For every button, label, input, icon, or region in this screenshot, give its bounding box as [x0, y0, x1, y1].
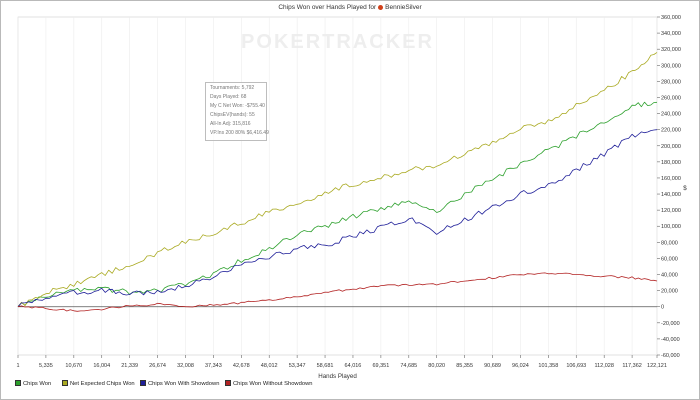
x-tick-label: 42,678 [233, 363, 250, 369]
y-tick-label: 320,000 [661, 47, 681, 53]
legend-swatch-without-showdown [225, 380, 231, 386]
y-tick-label: 340,000 [661, 31, 681, 37]
x-tick-label: 10,670 [65, 363, 82, 369]
y-tick-label: 200,000 [661, 144, 681, 150]
legend-item-net-expected[interactable]: Net Expected Chips Won [62, 380, 135, 389]
x-tick-label: 53,347 [289, 363, 306, 369]
y-tick-label: 80,000 [661, 240, 678, 246]
y-tick-label: 260,000 [661, 95, 681, 101]
legend-swatch-with-showdown [140, 380, 146, 386]
y-tick-label: 60,000 [661, 256, 678, 262]
x-tick-label: 85,355 [456, 363, 473, 369]
y-tick-label: 160,000 [661, 176, 681, 182]
y-tick-label: 0 [661, 305, 664, 311]
y-tick-label: 280,000 [661, 79, 681, 85]
player-site-icon [378, 5, 384, 10]
x-tick-label: 112,028 [594, 363, 613, 369]
chart-title-player: BennieSilver [385, 4, 422, 11]
stats-tournaments: Tournaments: 5,792 [210, 85, 255, 91]
stats-allin-adj: All-In Adj: 315,816 [210, 121, 251, 127]
y-tick-label: 40,000 [661, 273, 678, 279]
chart-title-text: Chips Won over Hands Played for [278, 4, 377, 11]
x-tick-label: 106,693 [566, 363, 586, 369]
watermark-logo: POKERTRACKER [241, 31, 434, 53]
x-tick-label: 37,343 [205, 363, 222, 369]
y-tick-label: 180,000 [661, 160, 681, 166]
x-tick-label: 26,674 [149, 363, 166, 369]
x-tick-label: 32,008 [177, 363, 194, 369]
series-line-2 [17, 52, 658, 307]
x-axis-title: Hands Played [318, 373, 357, 380]
legend-label: Chips Won [23, 381, 52, 387]
stats-chips-ev: ChipsEV(hands): 55 [210, 112, 255, 118]
series-line-4 [17, 272, 658, 312]
x-tick-label: 96,024 [512, 363, 529, 369]
y-tick-label: 300,000 [661, 63, 681, 69]
y-tick-label: -20,000 [661, 321, 680, 327]
stats-vp-ins: VP.Ins 200 80% $6,416.49 [210, 130, 269, 136]
x-tick-label: 101,358 [538, 363, 558, 369]
x-tick-label: 117,362 [622, 363, 641, 369]
stats-days-played: Days Played: 68 [210, 94, 247, 100]
y-tick-label: -60,000 [661, 353, 680, 359]
legend-label: Net Expected Chips Won [70, 381, 135, 387]
x-tick-label: 69,351 [372, 363, 389, 369]
legend-item-chips-won[interactable]: Chips Won [15, 380, 51, 389]
y-tick-label: 120,000 [661, 208, 681, 214]
y-tick-label: 20,000 [661, 289, 678, 295]
legend-item-with-showdown[interactable]: Chips Won With Showdown [140, 380, 219, 389]
legend-swatch-net-expected [62, 380, 68, 386]
x-tick-label: 122,121 [647, 363, 667, 369]
series-line-3 [17, 129, 658, 307]
y-tick-label: 360,000 [661, 15, 681, 21]
x-tick-label: 48,012 [261, 363, 278, 369]
x-tick-label: 21,339 [121, 363, 138, 369]
x-tick-label: 5,335 [39, 363, 53, 369]
x-tick-label: 64,016 [345, 363, 362, 369]
plot-area [17, 16, 658, 356]
chart-title: Chips Won over Hands Played for BennieSil… [0, 4, 700, 11]
stats-box: Tournaments: 5,792 Days Played: 68 My C … [205, 82, 269, 141]
legend-label: Chips Won With Showdown [148, 381, 220, 387]
x-tick-label: 74,685 [400, 363, 417, 369]
y-tick-label: 100,000 [661, 224, 681, 230]
series-line-1 [17, 101, 658, 307]
legend-item-without-showdown[interactable]: Chips Won Without Showdown [225, 380, 312, 389]
x-tick-label: 16,004 [93, 363, 110, 369]
y-axis-title: $ [683, 185, 687, 192]
y-tick-label: 140,000 [661, 192, 681, 198]
x-tick-label: 1 [16, 363, 19, 369]
x-tick-label: 58,681 [317, 363, 334, 369]
y-tick-label: 240,000 [661, 112, 681, 118]
x-tick-label: 80,020 [428, 363, 445, 369]
y-tick-label: -40,000 [661, 337, 680, 343]
legend-swatch-chips-won [15, 380, 21, 386]
stats-net-won: My C Net Won: -$755.40 [210, 103, 265, 109]
x-tick-label: 90,689 [484, 363, 501, 369]
legend-label: Chips Won Without Showdown [233, 381, 313, 387]
y-tick-label: 220,000 [661, 128, 681, 134]
